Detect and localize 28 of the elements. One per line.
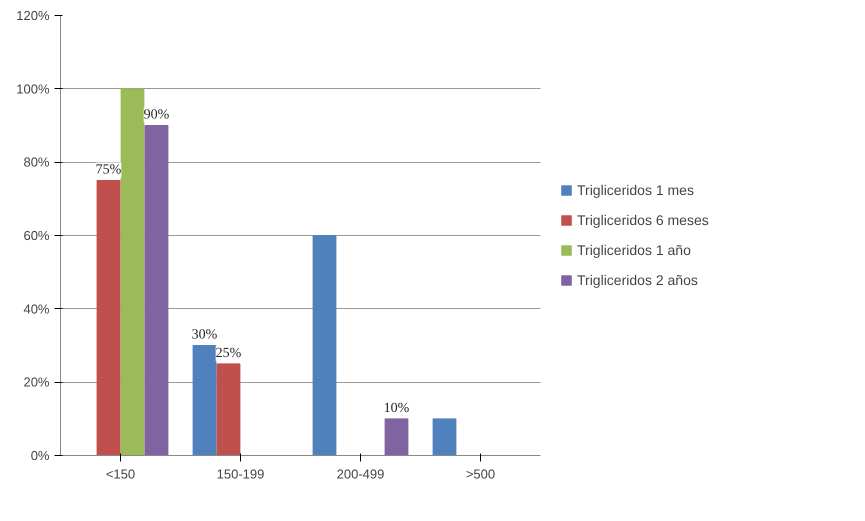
bar: [384, 418, 408, 456]
bar: [144, 125, 168, 456]
bar: [432, 418, 456, 456]
bar: [312, 235, 336, 456]
bar: [120, 88, 144, 456]
data-label: 75%: [96, 162, 122, 178]
y-tick-label: 120%: [16, 8, 50, 23]
y-tick-label: 20%: [23, 374, 50, 390]
y-tick-label: 80%: [23, 154, 50, 170]
x-tick-label: <150: [106, 466, 136, 482]
data-label: 10%: [384, 400, 410, 416]
data-label: 25%: [216, 346, 242, 361]
y-tick-label: 0%: [30, 448, 50, 463]
y-tick-label: 40%: [23, 301, 50, 316]
legend-label: Trigliceridos 2 años: [577, 272, 699, 288]
y-tick-label: 60%: [23, 228, 50, 243]
data-label: 90%: [144, 108, 170, 122]
bar: [96, 180, 120, 456]
x-tick-label: 200-499: [336, 466, 384, 482]
y-tick-label: 100%: [16, 81, 50, 96]
x-tick-label: >500: [466, 466, 496, 482]
bar: [192, 345, 216, 456]
bar: [216, 363, 240, 456]
data-label: 30%: [192, 328, 218, 342]
legend-label: Trigliceridos 1 año: [577, 242, 692, 258]
x-tick-label: 150-199: [216, 466, 264, 482]
legend-label: Trigliceridos 6 meses: [577, 212, 710, 228]
legend-label: Trigliceridos 1 mes: [577, 182, 695, 198]
